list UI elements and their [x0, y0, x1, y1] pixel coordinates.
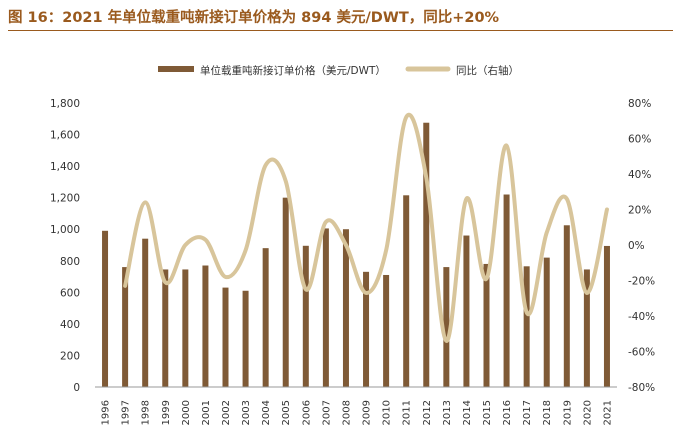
bar	[202, 265, 209, 387]
bar	[563, 225, 570, 387]
x-tick-label: 2006	[301, 400, 312, 425]
x-tick-label: 2005	[281, 400, 292, 425]
bar	[182, 269, 189, 387]
left-axis-tick-label: 200	[60, 350, 80, 362]
bar	[603, 245, 610, 387]
right-axis: -80% -60% -40% -20% 0% 20% 40% 60% 80%	[628, 98, 655, 394]
left-axis-tick-label: 0	[73, 382, 80, 394]
x-tick-label: 1997	[121, 400, 132, 425]
bar	[403, 195, 410, 387]
bar	[222, 287, 229, 387]
bar	[122, 267, 129, 387]
x-tick-label: 2020	[582, 400, 593, 425]
x-tick-label: 2008	[341, 400, 352, 425]
x-tick-label: 2016	[502, 400, 513, 425]
left-axis: 0 200 400 600 800 1,000 1,200 1,400 1,600 1,800	[50, 98, 80, 394]
bar	[383, 274, 390, 387]
x-tick-label: 2018	[542, 400, 553, 425]
right-axis-tick-label: -60%	[628, 347, 655, 359]
x-tick-label: 2010	[382, 400, 393, 425]
title-divider	[8, 30, 673, 31]
right-axis-tick-label: 0%	[628, 240, 645, 252]
x-tick-label: 2002	[221, 400, 232, 425]
left-axis-tick-label: 1,000	[50, 224, 80, 236]
right-axis-tick-label: 40%	[628, 169, 651, 181]
right-axis-tick-label: -20%	[628, 276, 655, 288]
x-tick-label: 2003	[241, 400, 252, 425]
x-tick-label: 2021	[602, 400, 613, 425]
x-tick-label: 2004	[261, 400, 272, 425]
legend-label-line: 同比（右轴）	[456, 64, 519, 77]
left-axis-tick-label: 1,400	[50, 161, 80, 173]
x-tick-label: 2014	[462, 400, 473, 425]
x-tick-label: 1998	[141, 400, 152, 425]
right-axis-tick-label: 80%	[628, 98, 651, 110]
x-axis: 1996 1997 1998 1999 2000 2001 2002 2003 2004 2005…	[95, 386, 617, 425]
bar	[102, 230, 109, 387]
bar	[302, 245, 309, 387]
right-axis-tick-label: 20%	[628, 205, 651, 217]
legend-swatch-bar	[158, 66, 194, 72]
bar	[583, 269, 590, 387]
x-tick-label: 2011	[402, 400, 413, 425]
bar	[342, 229, 349, 387]
bar	[503, 194, 510, 387]
bar	[543, 257, 550, 387]
left-axis-tick-label: 1,600	[50, 130, 80, 142]
x-tick-label: 1999	[161, 400, 172, 425]
bar	[322, 228, 329, 387]
left-axis-tick-label: 600	[60, 287, 80, 299]
x-tick-label: 1996	[101, 400, 112, 425]
right-axis-tick-label: 60%	[628, 134, 651, 146]
bar-series	[102, 122, 610, 387]
left-axis-tick-label: 400	[60, 319, 80, 331]
x-tick-label: 2001	[201, 400, 212, 425]
bar	[483, 263, 490, 387]
x-tick-label: 2019	[562, 400, 573, 425]
x-tick-label: 2000	[181, 400, 192, 425]
bar	[282, 197, 289, 387]
bar	[443, 267, 450, 387]
bar	[142, 238, 149, 387]
right-axis-tick-label: -40%	[628, 311, 655, 323]
bar	[262, 248, 269, 387]
left-axis-tick-label: 1,800	[50, 98, 80, 110]
bar	[162, 269, 169, 387]
chart-title: 图 16：2021 年单位载重吨新接订单价格为 894 美元/DWT，同比+20…	[8, 10, 500, 26]
x-tick-label: 2009	[362, 400, 373, 425]
legend: 单位载重吨新接订单价格（美元/DWT） 同比（右轴）	[158, 64, 519, 77]
bar	[463, 235, 470, 387]
bar	[242, 290, 249, 387]
bar	[523, 266, 530, 387]
bar	[423, 122, 430, 387]
left-axis-tick-label: 1,200	[50, 193, 80, 205]
left-axis-tick-label: 800	[60, 256, 80, 268]
right-axis-tick-label: -80%	[628, 382, 655, 394]
legend-label-bar: 单位载重吨新接订单价格（美元/DWT）	[200, 64, 386, 77]
x-tick-label: 2015	[482, 400, 493, 425]
x-tick-label: 2017	[522, 400, 533, 425]
line-series	[123, 112, 609, 343]
x-tick-label: 2012	[422, 400, 433, 425]
bar	[363, 271, 370, 387]
x-tick-label: 2007	[321, 400, 332, 425]
x-tick-label: 2013	[442, 400, 453, 425]
